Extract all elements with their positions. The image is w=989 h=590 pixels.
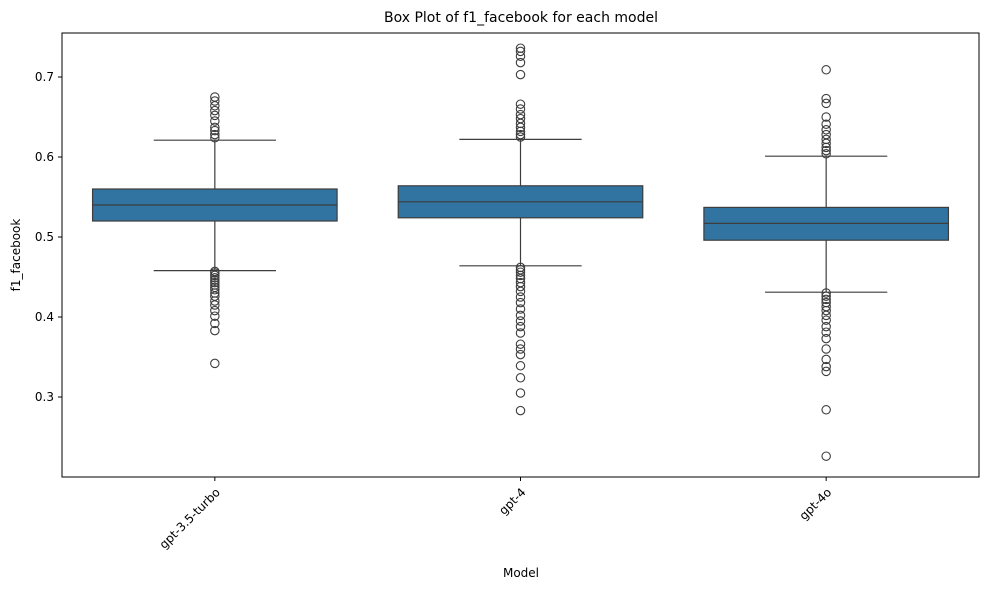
outlier-point: [821, 294, 831, 305]
outlier-point: [515, 69, 526, 80]
outlier-point: [210, 280, 220, 290]
y-tick-label: 0.3: [35, 390, 54, 404]
outlier-point: [821, 333, 831, 344]
outlier-point: [515, 99, 526, 109]
plot-area: [91, 43, 950, 461]
outlier-point: [210, 358, 220, 369]
outlier-point: [210, 122, 220, 133]
outlier-point: [821, 297, 831, 308]
outlier-point: [515, 304, 526, 314]
outlier-point: [821, 451, 831, 461]
outlier-point: [821, 129, 831, 140]
outlier-point: [515, 344, 526, 354]
outlier-point: [515, 316, 526, 326]
outlier-point: [210, 110, 220, 121]
outlier-point: [515, 310, 526, 321]
outlier-point: [210, 305, 220, 316]
outlier-point: [210, 125, 220, 136]
box-group: [91, 92, 338, 369]
outlier-point: [515, 262, 526, 273]
outlier-point: [515, 132, 526, 142]
outlier-point: [821, 288, 831, 298]
outlier-point: [515, 129, 526, 140]
outlier-point: [821, 93, 831, 104]
outlier-point: [515, 405, 526, 416]
outlier-point: [515, 277, 526, 288]
y-tick-label: 0.4: [35, 310, 54, 324]
outlier-point: [515, 46, 526, 57]
box-group: [397, 43, 644, 416]
x-axis-label: Model: [503, 566, 539, 580]
outlier-point: [210, 318, 220, 329]
outlier-point: [821, 119, 831, 129]
outlier-point: [210, 133, 220, 143]
outlier-point: [821, 315, 831, 325]
outlier-point: [210, 105, 220, 116]
outlier-point: [515, 373, 526, 383]
outlier-point: [515, 292, 526, 302]
chart-title: Box Plot of f1_facebook for each model: [384, 10, 658, 26]
outlier-point: [515, 43, 526, 53]
outlier-point: [515, 267, 526, 277]
outlier-point: [821, 291, 831, 301]
outlier-point: [515, 113, 526, 124]
outlier-point: [210, 96, 220, 106]
outlier-point: [821, 112, 831, 122]
outlier-point: [210, 311, 220, 321]
outlier-point: [515, 388, 526, 398]
outlier-point: [210, 129, 220, 140]
outlier-point: [821, 134, 831, 145]
outlier-point: [210, 282, 220, 293]
outlier-point: [515, 349, 526, 360]
outlier-point: [821, 125, 831, 135]
outlier-point: [821, 98, 831, 109]
outlier-point: [210, 285, 220, 295]
outlier-point: [515, 104, 526, 114]
outlier-point: [515, 328, 526, 338]
outlier-point: [821, 149, 831, 159]
outlier-point: [515, 321, 526, 332]
outlier-point: [515, 339, 526, 349]
outlier-point: [821, 344, 831, 354]
box-group: [703, 65, 950, 461]
outlier-point: [515, 265, 526, 275]
outlier-point: [515, 109, 526, 120]
y-tick-label: 0.5: [35, 230, 54, 244]
outlier-point: [821, 301, 831, 312]
outlier-point: [821, 366, 831, 377]
outlier-point: [821, 327, 831, 337]
outlier-point: [821, 405, 831, 415]
outlier-point: [821, 354, 831, 365]
y-axis-label: f1_facebook: [9, 219, 23, 292]
outlier-point: [821, 145, 831, 156]
y-tick-label: 0.7: [35, 70, 54, 84]
outlier-point: [821, 321, 831, 332]
outlier-point: [210, 277, 220, 288]
outlier-point: [515, 57, 526, 68]
outlier-point: [210, 273, 220, 283]
outlier-point: [210, 325, 220, 336]
outlier-point: [515, 361, 526, 371]
outlier-point: [515, 297, 526, 308]
outlier-point: [210, 266, 220, 277]
outlier-point: [210, 116, 220, 126]
y-tick-label: 0.6: [35, 150, 54, 164]
outlier-point: [821, 65, 831, 75]
outlier-point: [210, 270, 220, 281]
outlier-point: [210, 92, 220, 102]
outlier-point: [821, 361, 831, 372]
